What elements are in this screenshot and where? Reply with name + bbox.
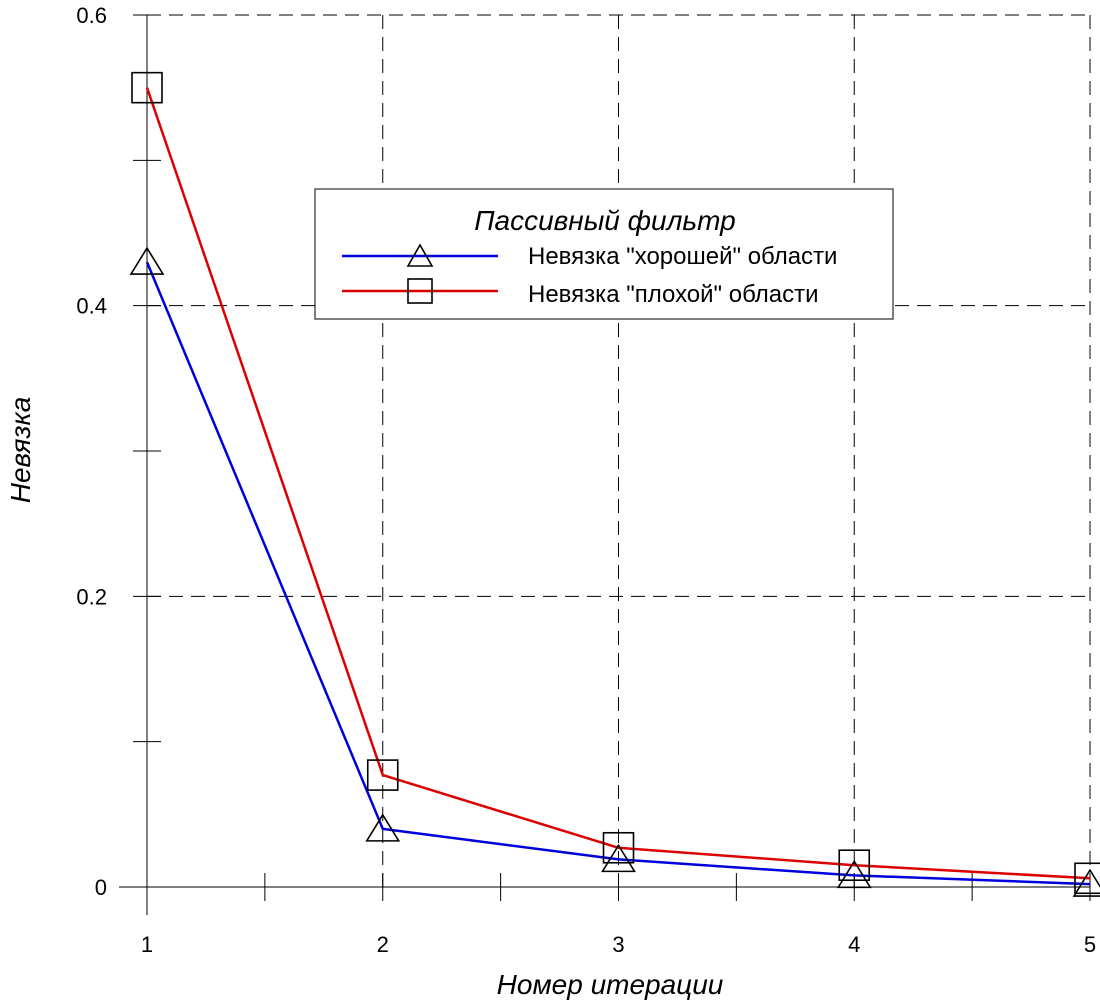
y-tick-label: 0.2 [76,584,107,609]
x-tick-label: 2 [377,932,389,957]
data-point-triangle [601,843,636,873]
legend-square-marker-icon [407,278,433,304]
x-tick-label: 4 [848,932,860,957]
y-tick-label: 0.6 [76,3,107,28]
y-tick-label: 0.4 [76,294,107,319]
legend-item-bad: Невязка "плохой" области [342,278,819,308]
series-line [145,87,1091,880]
legend-label-bad: Невязка "плохой" области [528,281,819,308]
legend-box [314,188,894,320]
data-point-square [838,849,871,882]
x-tick-label: 3 [612,932,624,957]
y-tick-label: 0 [95,875,107,900]
data-point-square [1074,862,1100,895]
series-layer [129,71,1100,897]
data-point-square [366,759,399,791]
legend-triangle-marker-icon [406,243,434,267]
data-point-square [602,831,635,864]
legend: Пассивный фильтр Невязка "хорошей" облас… [314,188,894,320]
data-point-square [131,71,163,104]
legend-label-good: Невязка "хорошей" области [528,243,837,270]
x-tick-label: 5 [1084,932,1096,957]
data-point-triangle [129,246,165,275]
x-axis-title: Номер итерации [497,969,724,1000]
x-tick-label: 1 [141,932,153,957]
grid [147,14,1091,887]
data-point-triangle [365,813,401,842]
series-line [145,261,1091,886]
axes: 0 0.2 0.4 0.6 1 2 3 4 5 [76,3,1096,957]
data-point-triangle [836,859,872,889]
legend-item-good: Невязка "хорошей" области [342,243,837,270]
legend-title: Пассивный фильтр [474,205,735,236]
y-axis-title: Невязка [5,397,36,504]
data-point-triangle [1072,868,1100,897]
